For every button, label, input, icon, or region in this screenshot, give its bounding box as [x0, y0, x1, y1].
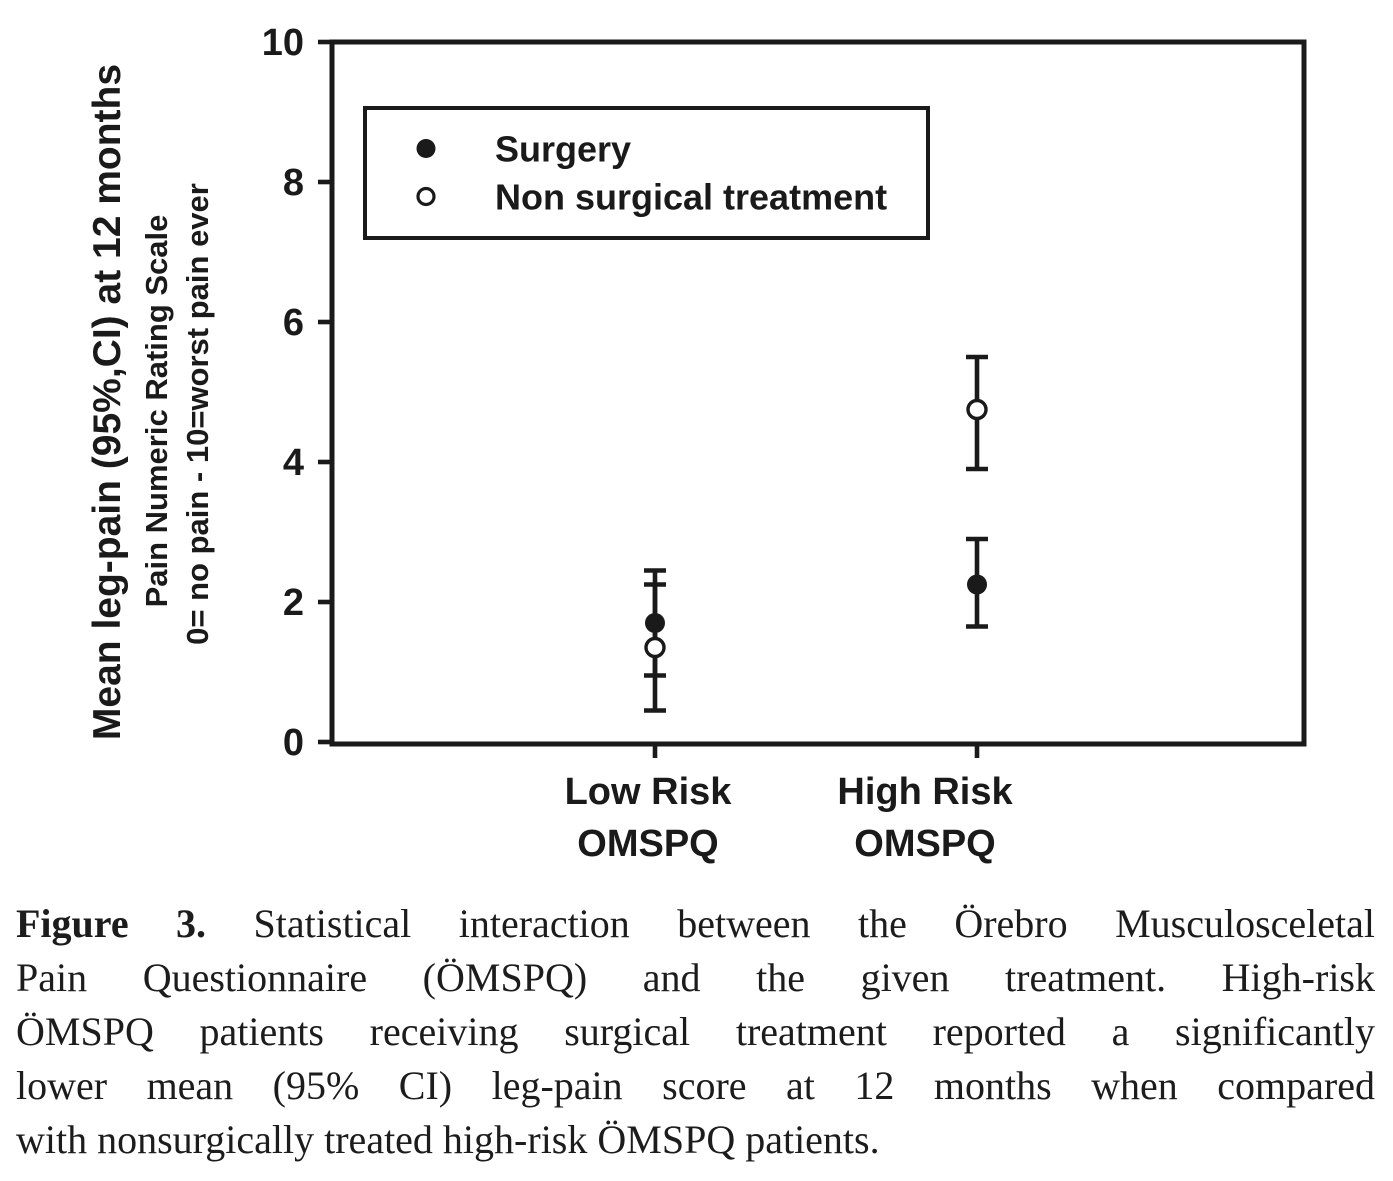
- caption-line-1-text: Statistical interaction between the Öreb…: [206, 901, 1376, 946]
- legend-nonsurgical-marker-icon: [416, 186, 436, 207]
- x-axis-category-label: OMSPQ: [577, 823, 718, 865]
- caption-line-3: ÖMSPQ patients receiving surgical treatm…: [16, 1009, 1375, 1054]
- surgery-mean-marker: [967, 574, 987, 595]
- leg-pain-interaction-chart: 0 2 4 6 8 10 Low Risk OMSPQ High Risk OMSPQ Mean l…: [86, 22, 1307, 865]
- caption-line-2: Pain Questionnaire (ÖMSPQ) and the given…: [16, 955, 1375, 1000]
- figure-caption: Figure 3. Statistical interaction betwee…: [16, 897, 1375, 1167]
- y-axis-tick-label: 10: [262, 22, 304, 64]
- series-surgery-errorbars: [644, 536, 988, 678]
- y-axis-title-line-1: Mean leg-pain (95%,CI) at 12 months: [86, 64, 129, 740]
- caption-line-5: with nonsurgically treated high-risk ÖMS…: [16, 1117, 880, 1162]
- caption-line-1: Figure 3. Statistical interaction betwee…: [16, 897, 1375, 951]
- caption-line-4: lower mean (95% CI) leg-pain score at 12…: [16, 1063, 1375, 1108]
- x-axis-category-label: High Risk: [837, 771, 1013, 813]
- caption-remaining-lines: Pain Questionnaire (ÖMSPQ) and the given…: [16, 951, 1375, 1167]
- x-axis-category-label: Low Risk: [565, 771, 733, 813]
- nonsurgical-mean-marker: [966, 398, 988, 421]
- surgery-mean-marker: [645, 613, 665, 633]
- series-surgery-markers: [645, 574, 987, 633]
- legend-surgery-marker-icon: [416, 139, 436, 158]
- series-nonsurgical-errorbars: [644, 354, 988, 713]
- caption-figure-label: Figure 3.: [16, 901, 207, 946]
- x-axis-category-label: OMSPQ: [854, 823, 995, 865]
- y-axis-tick-label: 4: [283, 442, 304, 484]
- series-nonsurgical-markers: [644, 398, 988, 659]
- y-axis-title-line-2: Pain Numeric Rating Scale: [139, 215, 174, 608]
- y-axis-tick-label: 2: [283, 582, 304, 624]
- nonsurgical-mean-marker: [644, 636, 666, 659]
- y-axis-tick-label: 8: [283, 162, 304, 204]
- legend-box: [363, 106, 930, 240]
- legend-label: Non surgical treatment: [495, 177, 887, 218]
- y-axis-tick-label: 6: [283, 302, 304, 344]
- y-axis-tick-label: 0: [283, 722, 304, 764]
- legend-label: Surgery: [495, 129, 631, 170]
- plot-border: [329, 39, 1307, 747]
- y-axis-title-line-3: 0= no pain - 10=worst pain ever: [180, 183, 215, 645]
